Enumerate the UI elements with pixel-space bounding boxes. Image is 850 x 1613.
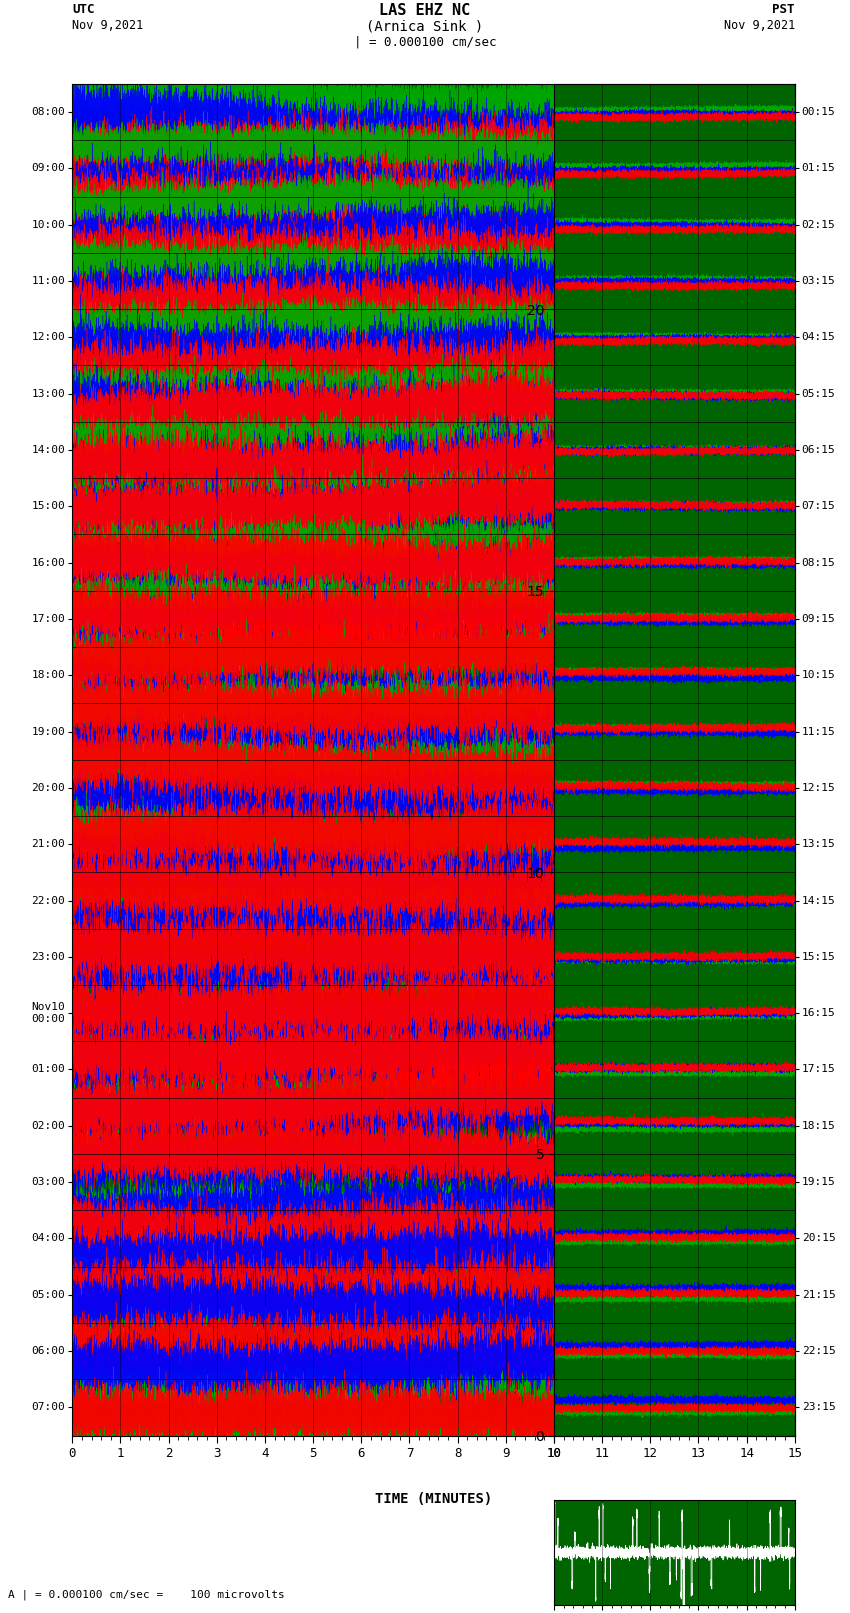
- Text: TIME (MINUTES): TIME (MINUTES): [375, 1492, 492, 1507]
- Text: A | = 0.000100 cm/sec =    100 microvolts: A | = 0.000100 cm/sec = 100 microvolts: [8, 1589, 286, 1600]
- Text: | = 0.000100 cm/sec: | = 0.000100 cm/sec: [354, 35, 496, 48]
- Text: Nov 9,2021: Nov 9,2021: [72, 19, 144, 32]
- Text: UTC: UTC: [72, 3, 94, 16]
- Text: Nov 9,2021: Nov 9,2021: [723, 19, 795, 32]
- Text: (Arnica Sink ): (Arnica Sink ): [366, 19, 484, 34]
- Text: LAS EHZ NC: LAS EHZ NC: [379, 3, 471, 18]
- Text: PST: PST: [773, 3, 795, 16]
